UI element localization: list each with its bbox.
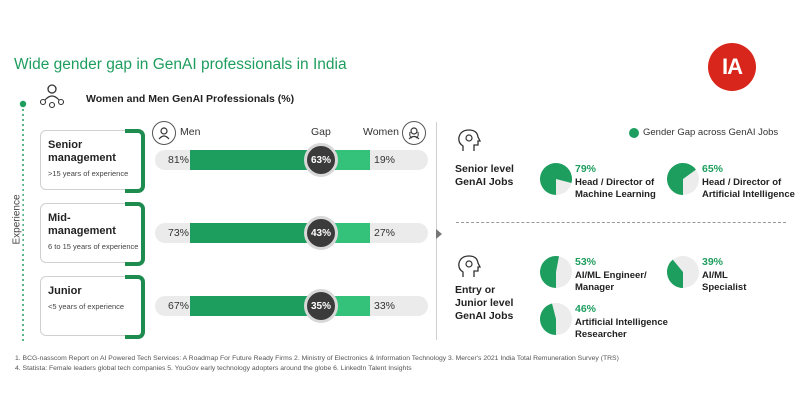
gap-pie xyxy=(540,163,572,195)
pie-value-label: 65% xyxy=(702,163,724,175)
pie-value-label: 79% xyxy=(575,163,597,175)
experience-level-label: Senior management xyxy=(48,139,116,164)
experience-level-range: >15 years of experience xyxy=(48,169,129,178)
head-gears-icon xyxy=(455,253,482,284)
card-accent xyxy=(125,275,145,339)
women-value: 19% xyxy=(374,154,396,166)
experience-level-card: Junior <5 years of experience xyxy=(40,275,145,339)
head-gears-icon xyxy=(455,127,482,158)
card-accent xyxy=(125,129,145,193)
pie-value-label: 46% xyxy=(575,303,597,315)
man-avatar-icon xyxy=(152,121,176,145)
experience-level-label: Mid- management xyxy=(48,212,116,237)
gap-value: 35% xyxy=(304,289,338,323)
senior-jobs-label: Senior level GenAI Jobs xyxy=(455,163,514,188)
men-bar xyxy=(190,223,322,243)
experience-level-card: Mid- management 6 to 15 years of experien… xyxy=(40,202,145,266)
people-network-icon xyxy=(38,82,66,115)
group-separator xyxy=(456,222,786,223)
pie-slice xyxy=(540,256,559,288)
page-title: Wide gender gap in GenAI professionals i… xyxy=(14,56,347,73)
card-accent xyxy=(125,202,145,266)
job-role-label: AI/ML Specialist xyxy=(702,270,747,293)
experience-level-card: Senior management >15 years of experience xyxy=(40,129,145,193)
job-role-label: Head / Director of Artificial Intelligen… xyxy=(702,177,795,200)
pie-slice xyxy=(540,303,556,335)
gap-value: 43% xyxy=(304,216,338,250)
gap-value: 63% xyxy=(304,143,338,177)
job-role-label: Head / Director of Machine Learning xyxy=(575,177,656,200)
legend-label: Gender Gap across GenAI Jobs xyxy=(643,127,779,138)
men-bar xyxy=(190,296,311,316)
experience-level-label: Junior xyxy=(48,285,82,297)
men-value: 73% xyxy=(168,227,190,239)
footnotes: 1. BCG-nasscom Report on AI Powered Tech… xyxy=(15,354,619,374)
footnote-line: 1. BCG-nasscom Report on AI Powered Tech… xyxy=(15,355,619,362)
women-bar xyxy=(335,150,370,170)
men-bar xyxy=(190,150,336,170)
woman-avatar-icon xyxy=(402,121,426,145)
gap-pie xyxy=(667,163,699,195)
women-value: 27% xyxy=(374,227,396,239)
ia-logo: IA xyxy=(708,43,756,91)
experience-axis xyxy=(19,100,27,342)
pie-value-label: 53% xyxy=(575,256,597,268)
experience-axis-label: Experience xyxy=(11,184,23,255)
chart-title: Women and Men GenAI Professionals (%) xyxy=(86,93,295,105)
men-value: 67% xyxy=(168,300,190,312)
job-role-label: AI/ML Engineer/ Manager xyxy=(575,270,647,293)
legend-swatch xyxy=(629,128,639,138)
experience-level-range: 6 to 15 years of experience xyxy=(48,242,139,251)
divider-arrow xyxy=(436,229,442,239)
pie-slice xyxy=(667,163,696,195)
footnote-line: 4. Statista: Female leaders global tech … xyxy=(15,365,412,372)
women-header: Women xyxy=(363,126,399,138)
gap-pie xyxy=(540,303,572,335)
men-header: Men xyxy=(180,126,201,138)
women-value: 33% xyxy=(374,300,396,312)
junior-jobs-label: Entry or Junior level GenAI Jobs xyxy=(455,284,514,322)
experience-level-range: <5 years of experience xyxy=(48,302,125,311)
gap-header: Gap xyxy=(311,126,331,138)
pie-value-label: 39% xyxy=(702,256,724,268)
gap-pie xyxy=(540,256,572,288)
job-role-label: Artificial Intelligence Researcher xyxy=(575,317,668,340)
pie-slice xyxy=(540,163,572,195)
pie-slice xyxy=(667,259,683,288)
gap-pie xyxy=(667,256,699,288)
men-value: 81% xyxy=(168,154,190,166)
